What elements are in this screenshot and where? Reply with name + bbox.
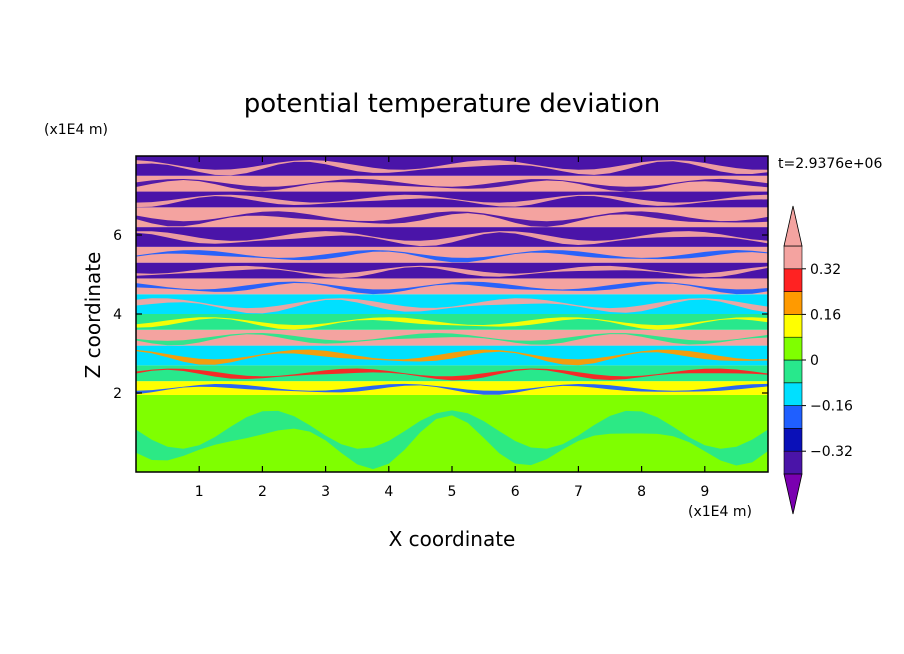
x-tick-label: 9 [700, 484, 709, 500]
contour-streak [136, 265, 768, 278]
contour-streak [136, 211, 768, 227]
colorbar-label: −0.16 [810, 399, 853, 415]
y-tick-label: 4 [113, 307, 122, 323]
colorbar-segment [783, 428, 803, 452]
x-tick-label: 4 [384, 484, 393, 500]
y-axis-label: Z coordinate [81, 252, 105, 379]
y-unit-label: (x1E4 m) [44, 122, 108, 138]
colorbar-extend-max [783, 205, 803, 247]
x-axis-label: X coordinate [389, 527, 516, 551]
contour-band [136, 227, 768, 247]
colorbar-extend-min [783, 473, 803, 515]
colorbar-segment [783, 359, 803, 384]
x-tick-label: 6 [511, 484, 520, 500]
contour-band [136, 294, 768, 314]
colorbar-segment [783, 291, 803, 315]
contour-streak [136, 368, 768, 381]
contour-streak [136, 317, 768, 330]
colorbar-segment [783, 450, 803, 475]
contour-streak [136, 298, 768, 314]
x-tick-label: 1 [195, 484, 204, 500]
contour-streak [136, 178, 768, 192]
contour-streak [136, 250, 768, 263]
colorbar-label: 0.16 [810, 307, 841, 323]
colorbar-segment [783, 336, 803, 361]
contour-streak [136, 281, 768, 295]
x-tick-label: 2 [258, 484, 267, 500]
contour-band [136, 207, 768, 228]
contour-streak [136, 383, 768, 395]
colorbar-segment [783, 382, 803, 406]
colorbar-segment [783, 268, 803, 292]
colorbar-segment [783, 405, 803, 429]
x-unit-label: (x1E4 m) [688, 504, 752, 520]
contour-streak [136, 333, 768, 346]
contour-band [136, 278, 768, 295]
x-tick-label: 5 [448, 484, 457, 500]
y-ticks: 2 4 6 [113, 228, 768, 402]
x-tick-label: 3 [321, 484, 330, 500]
contour-streak [136, 349, 768, 366]
x-tick-label: 8 [637, 484, 646, 500]
contour-streak [136, 194, 768, 208]
x-tick-label: 7 [574, 484, 583, 500]
chart-title: potential temperature deviation [244, 89, 660, 119]
y-tick-label: 6 [113, 228, 122, 244]
colorbar-label: 0 [810, 353, 819, 369]
colorbar-label: −0.32 [810, 444, 853, 460]
colorbar: 0.32 0.16 0 −0.16 −0.32 [783, 205, 853, 515]
contour-band [136, 329, 768, 346]
time-label: t=2.9376e+06 [778, 156, 882, 172]
x-ticks: 1 2 3 4 5 6 7 8 9 [195, 156, 709, 500]
contour-streak [136, 231, 768, 247]
colorbar-segment [783, 314, 803, 338]
y-tick-label: 2 [113, 386, 122, 402]
colorbar-label: 0.32 [810, 262, 841, 278]
contour-streak [136, 410, 768, 470]
contour-streak [136, 160, 768, 176]
contour-field [136, 156, 768, 472]
colorbar-segment [783, 245, 803, 270]
